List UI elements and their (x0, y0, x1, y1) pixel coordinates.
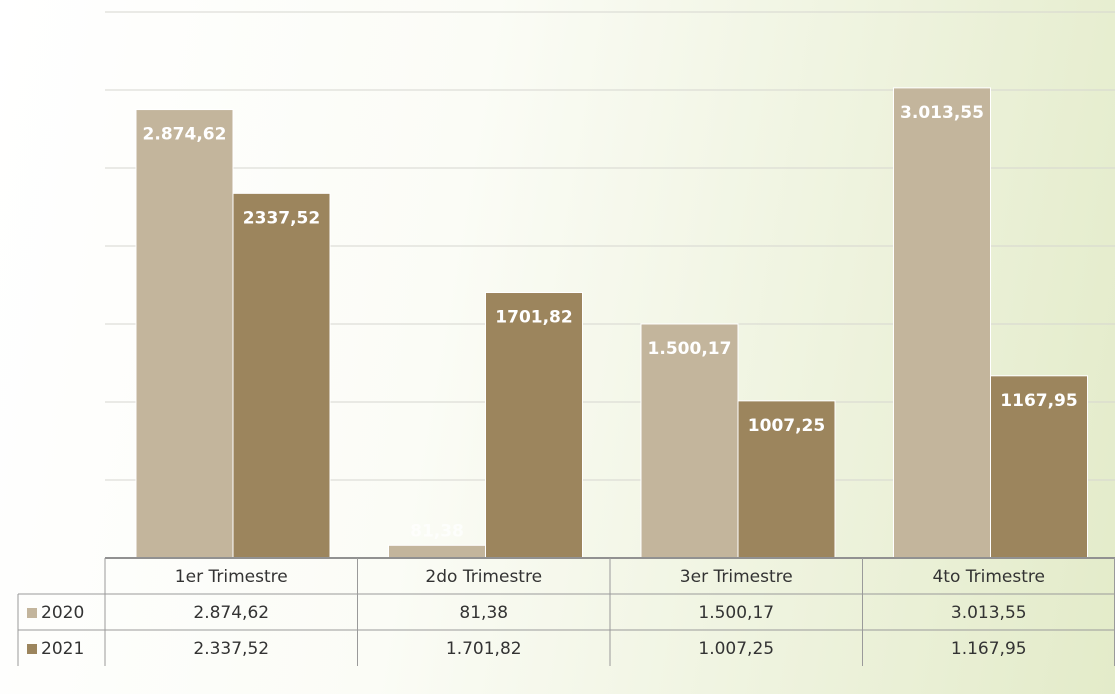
table-cell: 2.337,52 (193, 639, 269, 659)
table-cell: 1.167,95 (951, 639, 1027, 659)
table-header: 2do Trimestre (425, 567, 542, 587)
bar (388, 544, 486, 559)
data-label: 81,38 (410, 521, 464, 541)
legend-swatch (27, 608, 37, 618)
legend-label: 2020 (41, 603, 84, 623)
bar (640, 323, 739, 559)
data-label: 2337,52 (243, 208, 320, 228)
data-label: 1007,25 (748, 416, 825, 436)
data-label: 1.500,17 (648, 339, 732, 359)
bar (232, 192, 331, 559)
table-cell: 81,38 (459, 603, 508, 623)
table-cell: 3.013,55 (951, 603, 1027, 623)
bar (893, 87, 991, 559)
table-cell: 1.500,17 (698, 603, 774, 623)
legend-label: 2021 (41, 639, 84, 659)
data-label: 1167,95 (1000, 391, 1077, 411)
table-header: 1er Trimestre (175, 567, 288, 587)
table-header: 4to Trimestre (932, 567, 1045, 587)
bar (737, 400, 836, 559)
bar (990, 375, 1088, 559)
data-label: 2.874,62 (143, 125, 227, 145)
table-cell: 1.007,25 (698, 639, 774, 659)
bar (135, 109, 234, 559)
bar (485, 292, 583, 559)
legend-swatch (27, 644, 37, 654)
table-header: 3er Trimestre (680, 567, 793, 587)
table-cell: 2.874,62 (193, 603, 269, 623)
data-label: 1701,82 (495, 308, 572, 328)
data-label: 3.013,55 (900, 103, 984, 123)
table-cell: 1.701,82 (446, 639, 522, 659)
